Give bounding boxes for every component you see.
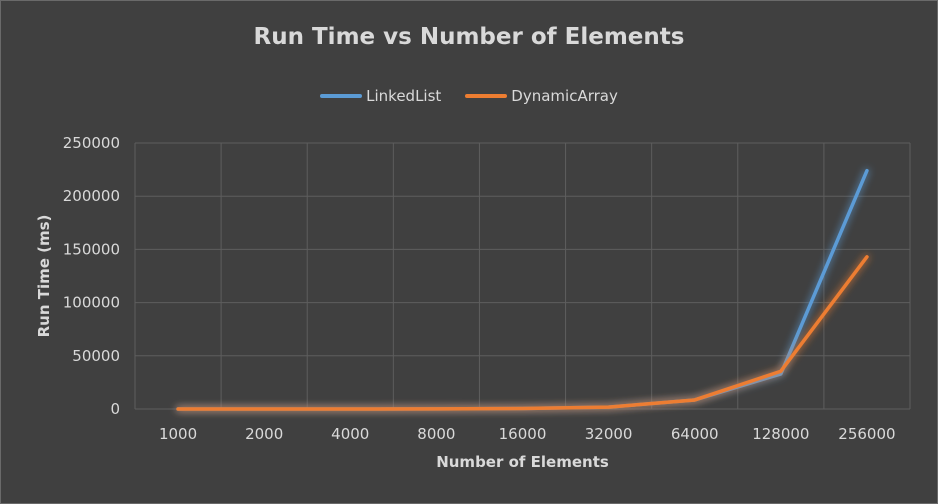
legend-item-linkedlist: LinkedList [320, 87, 441, 105]
x-axis-title: Number of Elements [436, 453, 609, 471]
y-tick-label: 100000 [63, 294, 120, 312]
x-tick-label: 8000 [417, 425, 455, 443]
legend-swatch-linkedlist [320, 94, 363, 98]
y-axis-title: Run Time (ms) [35, 214, 53, 338]
x-axis-ticks: 1000 2000 4000 8000 16000 32000 64000 128000 256… [159, 425, 896, 443]
x-tick-label: 32000 [585, 425, 633, 443]
x-tick-label: 4000 [331, 425, 369, 443]
y-tick-label: 250000 [63, 134, 120, 152]
legend-item-dynamicarray: DynamicArray [465, 87, 618, 105]
series-line-dynamicarray [176, 255, 869, 411]
legend-swatch-dynamicarray [465, 94, 508, 98]
gridlines [134, 142, 911, 410]
legend-label-dynamicarray: DynamicArray [511, 87, 618, 105]
y-tick-label: 50000 [72, 347, 120, 365]
x-tick-label: 1000 [159, 425, 197, 443]
legend: LinkedList DynamicArray [0, 87, 938, 105]
legend-label-linkedlist: LinkedList [366, 87, 442, 105]
x-tick-label: 128000 [752, 425, 809, 443]
series-lines [176, 168, 869, 411]
x-tick-label: 2000 [245, 425, 283, 443]
x-tick-label: 16000 [499, 425, 547, 443]
y-axis-ticks: 0 50000 100000 150000 200000 250000 [63, 134, 120, 418]
series-line-linkedlist [176, 168, 869, 411]
x-tick-label: 256000 [838, 425, 895, 443]
y-tick-label: 0 [110, 400, 120, 418]
chart-title: Run Time vs Number of Elements [253, 24, 685, 50]
x-tick-label: 64000 [671, 425, 719, 443]
y-tick-label: 150000 [63, 240, 120, 258]
y-tick-label: 200000 [63, 187, 120, 205]
